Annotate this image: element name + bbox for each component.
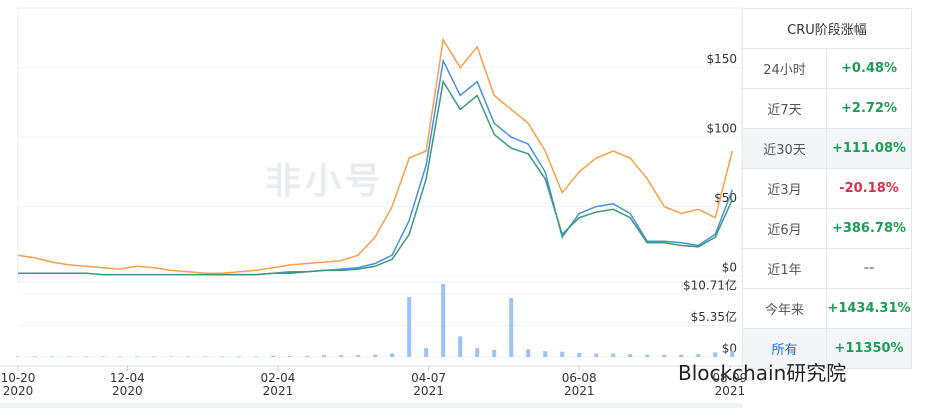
- plot-frame: [17, 7, 743, 283]
- volume-bar: [322, 355, 327, 357]
- x-tick-label: 04-07 2021: [411, 371, 447, 398]
- volume-bar: [492, 349, 497, 357]
- table-row: 今年来 +1434.31%: [742, 288, 912, 329]
- volume-bar: [662, 354, 667, 357]
- x-tick-label: 02-04 2021: [260, 371, 296, 398]
- volume-bar: [679, 354, 684, 357]
- volume-bar: [84, 356, 89, 357]
- volume-bar: [271, 355, 276, 357]
- table-row: 近7天 +2.72%: [742, 88, 912, 129]
- watermark: 非小号: [265, 161, 386, 202]
- table-row: 近1年 --: [742, 248, 912, 289]
- volume-bar: [254, 356, 259, 357]
- change-value: +111.08%: [826, 128, 912, 169]
- y-tick-label: $10.71亿: [683, 277, 737, 292]
- volume-bar: [220, 356, 225, 357]
- volume-bar: [611, 353, 616, 357]
- volume-bar: [730, 351, 735, 357]
- change-value: +386.78%: [826, 208, 912, 249]
- volume-bar: [645, 354, 650, 357]
- period-label: 近7天: [742, 88, 827, 129]
- table-row: 24小时 +0.48%: [742, 48, 912, 89]
- volume-bar: [577, 352, 582, 357]
- change-table: CRU阶段涨幅 24小时 +0.48% 近7天 +2.72% 近30天 +111.08% 近…: [742, 8, 912, 369]
- volume-bar: [339, 355, 344, 357]
- volume-bar: [135, 356, 140, 357]
- price-line: [17, 37, 734, 274]
- volume-bar: [475, 348, 480, 357]
- y-tick-label: $0: [722, 342, 737, 356]
- volume-bar: [50, 356, 55, 357]
- price-line: [18, 79, 733, 276]
- table-row: 所有 +11350%: [742, 328, 912, 369]
- volume-bar: [152, 356, 157, 357]
- period-label: 所有: [742, 328, 827, 369]
- volume-bar: [509, 298, 514, 357]
- volume-bar: [356, 355, 361, 357]
- period-label: 近30天: [742, 128, 827, 169]
- table-row: 近30天 +111.08%: [742, 128, 912, 169]
- change-value: +2.72%: [826, 88, 912, 129]
- x-tick-label: 08-09 2021: [712, 371, 748, 398]
- volume-bar: [16, 356, 20, 357]
- volume-bar: [441, 284, 446, 357]
- volume-bar: [543, 351, 548, 357]
- wechat-label: Blockchain研究院: [678, 361, 847, 385]
- table-row: 近3月 -20.18%: [742, 168, 912, 209]
- x-tick-label: 10-20 2020: [0, 371, 36, 398]
- period-label: 24小时: [742, 48, 827, 89]
- volume-bar: [594, 353, 599, 357]
- volume-bar: [203, 356, 208, 357]
- period-label: 今年来: [742, 288, 827, 329]
- volume-bar: [169, 356, 174, 357]
- period-label: 近3月: [742, 168, 827, 209]
- x-tick-label: 06-08 2021: [561, 371, 597, 398]
- volume-bar: [373, 354, 378, 357]
- volume-bar: [560, 351, 565, 357]
- y-tick-label: $5.35亿: [691, 309, 737, 324]
- volume-bar: [118, 356, 123, 357]
- volume-bar: [390, 353, 395, 357]
- change-value: -20.18%: [826, 168, 912, 209]
- table-row: 近6月 +386.78%: [742, 208, 912, 249]
- x-tick-label: 12-04 2020: [109, 371, 145, 398]
- volume-bar: [305, 355, 310, 357]
- volume-bar: [696, 354, 701, 357]
- volume-bar: [288, 355, 293, 357]
- volume-bar: [237, 356, 242, 357]
- period-label: 近6月: [742, 208, 827, 249]
- volume-bar: [424, 348, 429, 357]
- change-value: --: [826, 248, 912, 289]
- volume-bar: [407, 296, 412, 357]
- change-value: +1434.31%: [826, 288, 912, 329]
- price-line: [205, 58, 734, 276]
- change-value: +11350%: [826, 328, 912, 369]
- y-tick-label: $0: [722, 261, 737, 275]
- volume-bar: [101, 356, 106, 357]
- volume-bar: [186, 356, 191, 357]
- table-title: CRU阶段涨幅: [742, 8, 912, 49]
- volume-bar: [713, 352, 718, 357]
- scrollbar: [0, 403, 742, 408]
- volume-bar: [458, 336, 463, 357]
- volume-bar: [33, 356, 38, 357]
- y-tick-label: $50: [714, 191, 737, 205]
- volume-bar: [67, 356, 72, 357]
- period-label: 近1年: [742, 248, 827, 289]
- y-tick-label: $150: [706, 52, 737, 66]
- y-tick-label: $100: [706, 122, 737, 136]
- volume-bar: [628, 354, 633, 357]
- change-value: +0.48%: [826, 48, 912, 89]
- volume-bar: [526, 349, 531, 357]
